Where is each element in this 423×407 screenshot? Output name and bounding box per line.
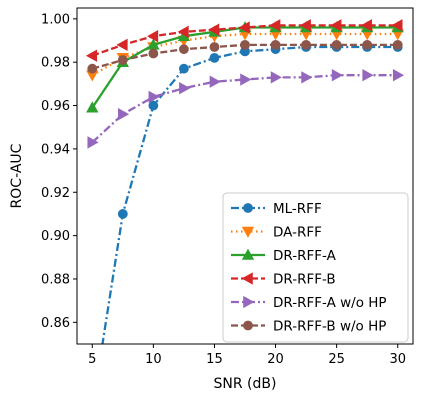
legend-marker xyxy=(241,226,255,238)
data-point xyxy=(240,39,250,50)
data-point xyxy=(331,69,343,82)
y-tick-label: 0.98 xyxy=(41,56,70,71)
x-axis-label: SNR (dB) xyxy=(214,376,277,392)
data-point xyxy=(209,42,220,52)
data-point xyxy=(299,19,311,32)
legend-frame xyxy=(222,192,409,343)
x-axis-ticks: 5 10 15 20 25 30 xyxy=(88,344,406,367)
x-tick-label: 25 xyxy=(328,352,345,367)
data-point xyxy=(270,71,282,84)
x-tick-label: 20 xyxy=(267,352,284,367)
legend-label: DR-RFF-B xyxy=(273,272,336,288)
data-point xyxy=(87,63,98,74)
data-point xyxy=(179,63,189,74)
data-point xyxy=(270,39,281,50)
y-tick-label: 0.96 xyxy=(41,99,70,114)
legend-entry-ml-rff: ML-RFF xyxy=(231,201,322,217)
y-tick-label: 0.94 xyxy=(41,142,70,157)
x-tick-label: 15 xyxy=(206,352,223,367)
x-tick-label: 5 xyxy=(88,352,96,367)
data-point xyxy=(208,23,220,36)
legend-entry-da-rff: DA-RFF xyxy=(231,225,322,241)
data-point xyxy=(87,136,99,149)
data-point xyxy=(117,209,128,219)
data-point xyxy=(392,69,405,82)
y-axis-label: ROC-AUC xyxy=(9,143,25,208)
y-tick-label: 0.86 xyxy=(41,316,70,331)
y-tick-label: 0.88 xyxy=(41,272,70,287)
y-axis-ticks: 0.86 0.88 0.90 0.92 0.94 0.96 0.98 1.00 xyxy=(41,12,77,331)
data-point xyxy=(179,82,191,95)
data-point xyxy=(116,38,128,52)
legend-entry-dr-rff-b-w-o-hp: DR-RFF-B w/o HP xyxy=(231,319,386,335)
data-point xyxy=(86,101,99,113)
data-point xyxy=(209,52,220,63)
legend-label: ML-RFF xyxy=(273,201,322,217)
legend-entry-dr-rff-b: DR-RFF-B xyxy=(231,272,336,288)
legend-label: DR-RFF-B w/o HP xyxy=(273,319,386,335)
data-point xyxy=(362,69,374,82)
y-tick-label: 1.00 xyxy=(41,12,70,27)
data-point xyxy=(362,39,373,50)
data-point xyxy=(85,49,98,62)
data-point xyxy=(179,44,189,55)
x-tick-label: 30 xyxy=(389,352,406,367)
data-point xyxy=(117,55,128,65)
series-line-dr-rff-a-w-o-hp xyxy=(91,74,398,144)
legend-label: DR-RFF-A w/o HP xyxy=(273,295,387,311)
data-point xyxy=(177,25,189,39)
data-point xyxy=(360,19,372,32)
data-point xyxy=(269,19,281,32)
series-dr-rff-b xyxy=(85,19,403,62)
series-dr-rff-a-w-o-hp xyxy=(87,69,405,149)
data-point xyxy=(209,75,221,88)
legend-marker xyxy=(241,272,253,285)
data-point xyxy=(301,39,311,50)
data-point xyxy=(148,100,159,111)
data-point xyxy=(301,71,313,84)
series-layer xyxy=(85,19,405,344)
x-tick-label: 10 xyxy=(145,352,162,367)
legend-entry-dr-rff-a-w-o-hp: DR-RFF-A w/o HP xyxy=(231,295,387,311)
legend-entry-dr-rff-a: DR-RFF-A xyxy=(231,248,337,264)
data-point xyxy=(148,90,160,104)
series-dr-rff-b-w-o-hp xyxy=(87,39,403,74)
legend-marker xyxy=(243,203,253,213)
data-point xyxy=(238,21,250,34)
data-point xyxy=(391,19,403,32)
legend-marker xyxy=(243,320,253,331)
data-point xyxy=(118,108,130,121)
legend-marker xyxy=(241,248,255,260)
y-tick-label: 0.90 xyxy=(41,229,70,244)
axes-frame xyxy=(76,7,414,345)
legend: ML-RFF DA-RFF DR-RFF-A DR-RFF-B DR-RFF-A w/o… xyxy=(222,192,409,343)
legend-marker xyxy=(243,295,255,309)
data-point xyxy=(147,30,159,43)
data-point xyxy=(148,48,159,59)
legend-label: DR-RFF-A xyxy=(273,248,337,264)
legend-label: DA-RFF xyxy=(273,225,322,241)
data-point xyxy=(240,73,252,86)
data-point xyxy=(331,39,342,50)
y-tick-label: 0.92 xyxy=(41,186,70,201)
data-point xyxy=(330,19,342,32)
data-point xyxy=(392,39,403,50)
